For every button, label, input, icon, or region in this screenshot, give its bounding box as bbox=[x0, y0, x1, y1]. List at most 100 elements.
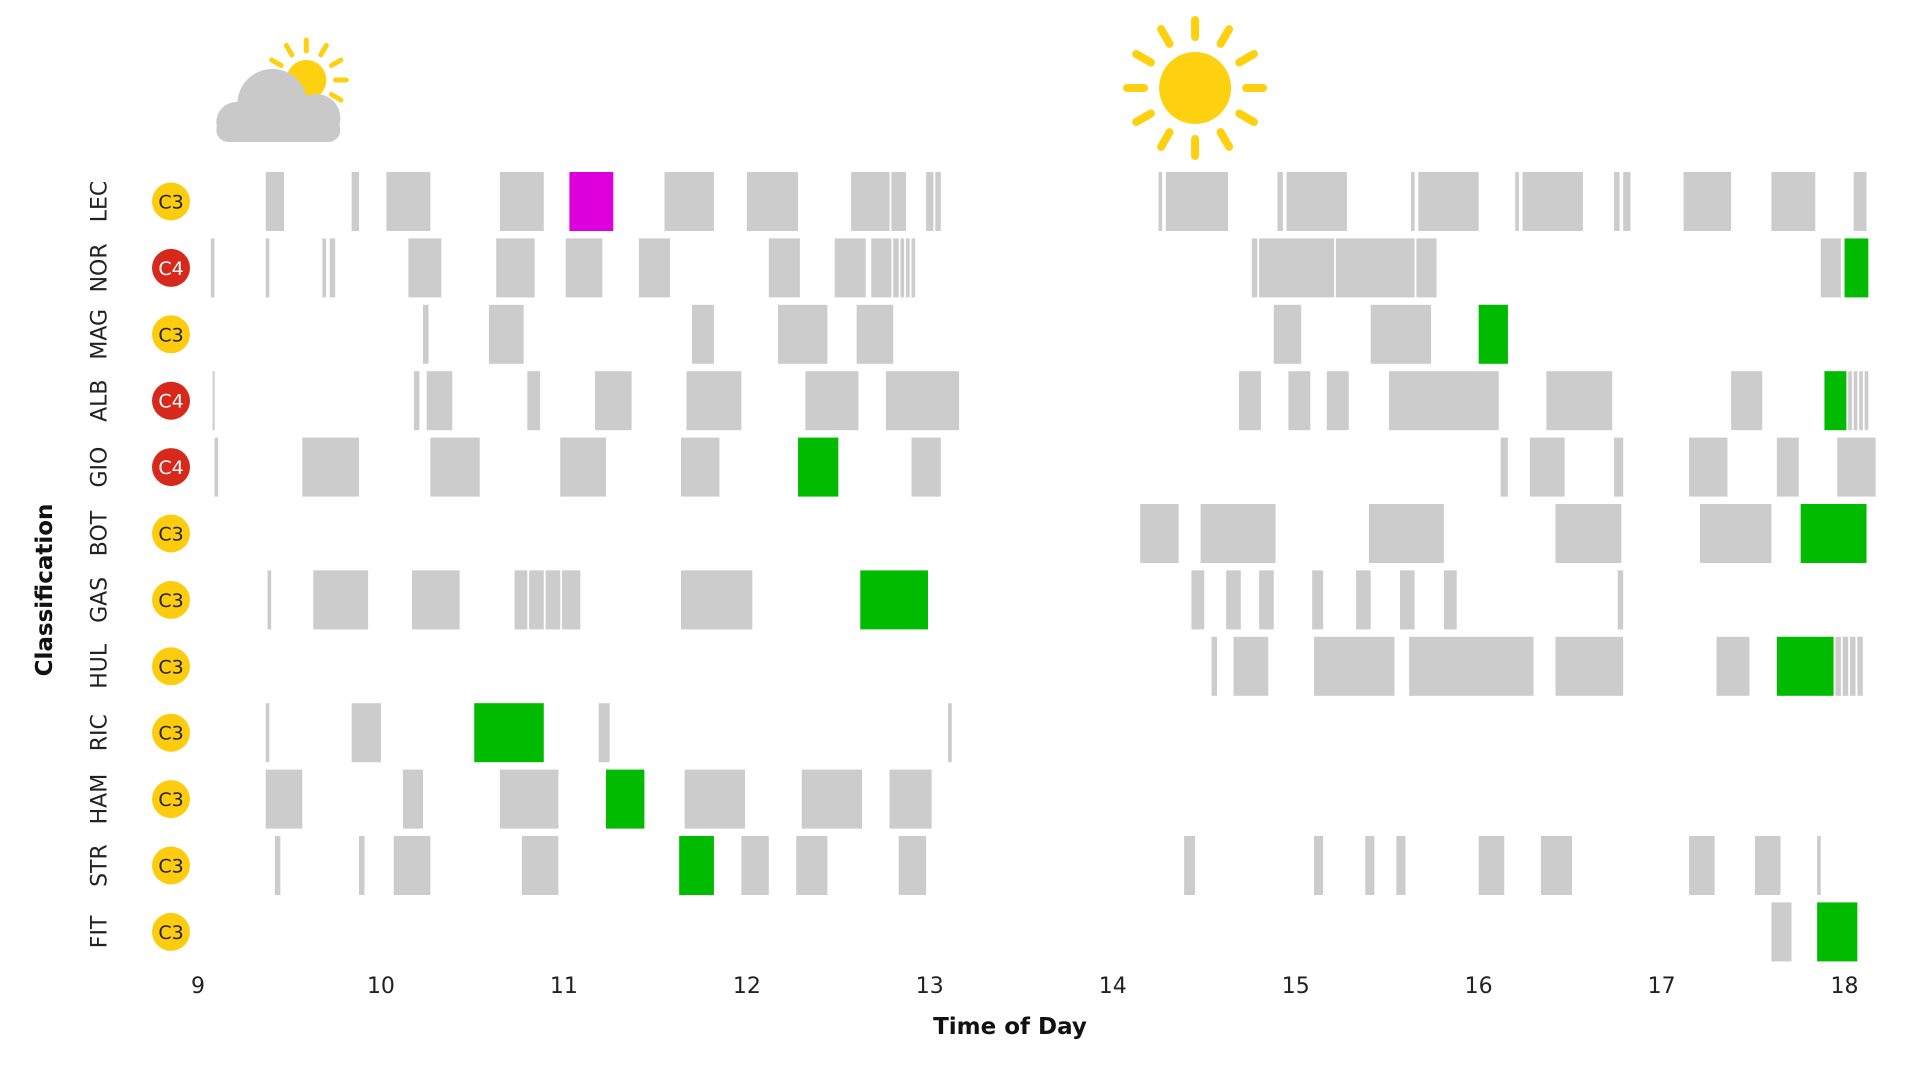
stint-bar bbox=[265, 769, 303, 829]
stint-bar bbox=[686, 371, 742, 431]
stint-bar bbox=[408, 238, 442, 298]
stint-bar bbox=[893, 238, 899, 298]
stint-bar bbox=[598, 703, 610, 763]
stint-bar bbox=[1683, 172, 1732, 231]
classification-badge-text: C3 bbox=[158, 192, 183, 214]
row-fit: FIT C3 bbox=[88, 902, 1858, 962]
stint-bar bbox=[1140, 504, 1179, 563]
driver-label: FIT bbox=[88, 915, 113, 948]
stint-bar bbox=[1820, 238, 1841, 298]
stint-bar bbox=[1859, 371, 1863, 431]
stint-bar bbox=[402, 769, 424, 829]
stint-bar bbox=[496, 238, 535, 298]
stint-bar bbox=[796, 836, 828, 895]
classification-badge-text: C3 bbox=[158, 324, 183, 346]
stint-bar bbox=[805, 371, 859, 431]
stint-bar bbox=[1226, 570, 1241, 630]
stint-bar-green bbox=[1817, 902, 1858, 962]
classification-badge bbox=[152, 580, 190, 619]
stint-bar bbox=[1540, 836, 1572, 895]
stint-bar bbox=[1335, 238, 1415, 298]
stint-bar bbox=[834, 238, 866, 298]
stint-bar bbox=[329, 238, 336, 298]
x-tick-label: 9 bbox=[191, 974, 205, 999]
row-lec: LEC C3 bbox=[88, 172, 1867, 231]
classification-badge-text: C4 bbox=[158, 391, 183, 413]
stint-bar bbox=[1416, 238, 1437, 298]
stint-bar bbox=[560, 437, 606, 497]
stint-bar bbox=[684, 769, 746, 829]
stint-bar bbox=[1515, 172, 1519, 231]
cloud-icon bbox=[216, 69, 341, 142]
stint-bar bbox=[1211, 636, 1218, 696]
stint-bar bbox=[856, 304, 894, 364]
stint-bar bbox=[351, 172, 359, 231]
row-mag: MAG C3 bbox=[88, 304, 1508, 364]
classification-badge-text: C3 bbox=[158, 524, 183, 546]
stint-bar bbox=[499, 769, 559, 829]
driver-label: NOR bbox=[88, 243, 113, 292]
x-tick-label: 13 bbox=[916, 974, 944, 999]
stint-bar bbox=[1848, 371, 1852, 431]
stint-bar bbox=[746, 172, 799, 231]
driver-label: HUL bbox=[88, 643, 113, 689]
stint-bar bbox=[1314, 636, 1395, 696]
stint-bar bbox=[777, 304, 828, 364]
stint-bar bbox=[889, 769, 932, 829]
stint-bar bbox=[1368, 504, 1444, 563]
stint-bar bbox=[935, 172, 941, 231]
classification-badge-text: C3 bbox=[158, 590, 183, 612]
x-tick-label: 14 bbox=[1099, 974, 1127, 999]
stint-bar bbox=[885, 371, 960, 431]
stint-bar-green bbox=[605, 769, 645, 829]
classification-badge bbox=[152, 248, 190, 287]
classification-badge bbox=[152, 448, 190, 487]
stint-bar bbox=[1614, 437, 1624, 497]
driver-label: MAG bbox=[88, 309, 113, 360]
stint-bar bbox=[871, 238, 892, 298]
stint-bar bbox=[1314, 836, 1324, 895]
row-ric: RIC C3 bbox=[88, 703, 952, 763]
stint-bar bbox=[1312, 570, 1324, 630]
stint-bar bbox=[691, 304, 714, 364]
stint-bar bbox=[1389, 371, 1499, 431]
stint-bar-green bbox=[1776, 636, 1834, 696]
stint-bar bbox=[1754, 836, 1781, 895]
driver-rows: LEC C3 NOR C4 MAG C3 ALB C4 GIO C4 BOT C3 GAS C3 HUL C3… bbox=[88, 172, 1876, 962]
x-tick-label: 18 bbox=[1831, 974, 1859, 999]
stint-bar bbox=[562, 570, 581, 630]
stint-bar bbox=[1614, 172, 1620, 231]
x-axis-title: Time of Day bbox=[933, 1014, 1087, 1040]
stint-bar-green bbox=[798, 437, 839, 497]
stint-bar bbox=[595, 371, 632, 431]
stint-bar bbox=[1837, 437, 1876, 497]
stint-bar bbox=[1500, 437, 1508, 497]
stint-bar-green bbox=[1478, 304, 1508, 364]
stint-bar-green bbox=[474, 703, 544, 763]
stint-bar bbox=[1288, 371, 1311, 431]
classification-badge-text: C3 bbox=[158, 723, 183, 745]
stint-bar bbox=[386, 172, 431, 231]
stint-bar bbox=[1396, 836, 1406, 895]
stint-bar bbox=[210, 238, 215, 298]
stint-bar bbox=[638, 238, 671, 298]
stint-bar bbox=[768, 238, 800, 298]
row-hul: HUL C3 bbox=[88, 636, 1863, 696]
stint-bar bbox=[1555, 504, 1622, 563]
driver-label: ALB bbox=[88, 379, 113, 421]
stint-bar bbox=[274, 836, 281, 895]
stint-bar bbox=[1370, 304, 1432, 364]
partly-cloudy-icon bbox=[216, 37, 349, 142]
classification-badge-text: C4 bbox=[158, 258, 183, 280]
row-str: STR C3 bbox=[88, 836, 1821, 895]
classification-badge-text: C3 bbox=[158, 656, 183, 678]
stint-bar bbox=[664, 172, 714, 231]
stint-bar bbox=[265, 172, 284, 231]
row-bot: BOT C3 bbox=[88, 504, 1867, 563]
row-ham: HAM C3 bbox=[88, 769, 932, 829]
classification-badge bbox=[152, 647, 190, 686]
classification-badge bbox=[152, 315, 190, 354]
stint-bar bbox=[1409, 636, 1534, 696]
stint-bar bbox=[313, 570, 369, 630]
